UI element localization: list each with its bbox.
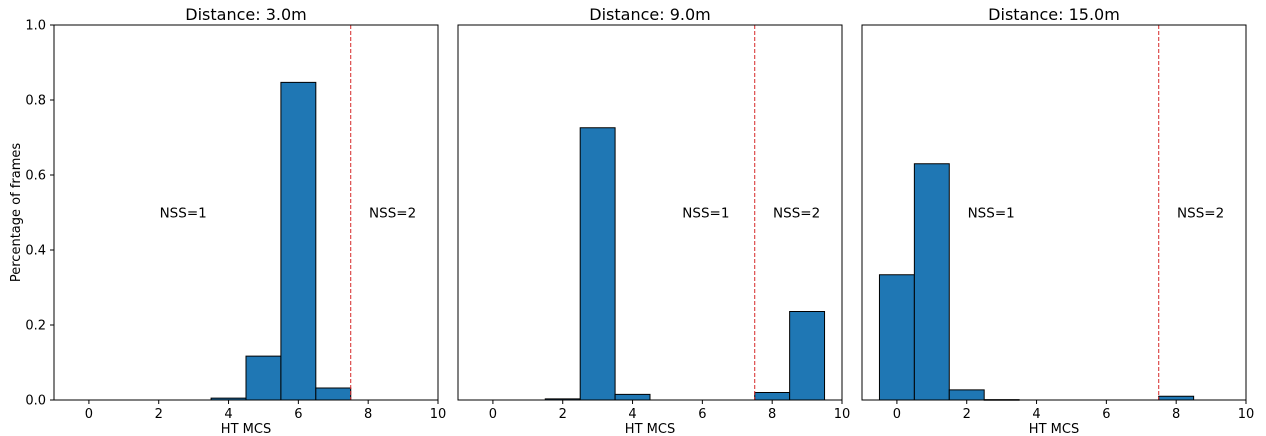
x-tick-label: 2	[559, 407, 567, 422]
y-tick-label: 0.2	[25, 319, 46, 334]
bar-mcs-0	[878, 274, 915, 401]
y-tick-label: 0.0	[25, 394, 46, 409]
x-tick-label: 10	[430, 407, 447, 422]
x-axis-label: HT MCS	[1029, 422, 1079, 436]
bar-mcs-8	[1158, 395, 1195, 401]
bar-mcs-8	[754, 392, 791, 401]
bar-mcs-1	[913, 163, 950, 401]
x-tick-label: 2	[155, 407, 163, 422]
y-tick-label: 0.8	[25, 94, 46, 109]
axes-frame	[861, 24, 1247, 401]
y-tick-label: 0.4	[25, 244, 46, 259]
bar-mcs-2	[948, 389, 985, 401]
nss-annotation: NSS=2	[773, 206, 820, 222]
x-tick-label: 6	[1102, 407, 1110, 422]
subplot-panels: 0 2 4 6 8 10 0.0 0.2 0.4 0.6 0.8 1.0 Distance: 3.0m H…	[9, 5, 1254, 436]
x-tick-label: 2	[963, 407, 971, 422]
axes-frame	[457, 24, 843, 401]
subplot-1: 0 2 4 6 8 10 0.0 0.2 0.4 0.6 0.8 1.0 Distance: 3.0m H…	[9, 5, 446, 436]
x-tick-label: 8	[1172, 407, 1180, 422]
x-tick-label: 10	[834, 407, 851, 422]
bar-mcs-5	[245, 355, 282, 401]
nss-annotation: NSS=2	[1177, 206, 1224, 222]
axes-frame	[53, 24, 439, 401]
x-tick-label: 0	[85, 407, 93, 422]
subplot-title: Distance: 9.0m	[589, 5, 710, 24]
x-tick-label: 4	[1032, 407, 1040, 422]
nss-annotation: NSS=1	[160, 206, 207, 222]
x-tick-label: 10	[1238, 407, 1255, 422]
x-tick-label: 0	[489, 407, 497, 422]
x-tick-label: 8	[768, 407, 776, 422]
x-tick-label: 0	[893, 407, 901, 422]
x-tick-label: 4	[628, 407, 636, 422]
subplot-3: 0 2 4 6 8 10 Distance: 15.0m HT MCS NSS=1 NSS=2	[861, 5, 1255, 436]
bar-mcs-6	[280, 81, 317, 401]
x-axis-label: HT MCS	[625, 422, 675, 436]
x-tick-label: 8	[364, 407, 372, 422]
bar-mcs-4	[614, 393, 651, 401]
x-axis-label: HT MCS	[221, 422, 271, 436]
y-tick-label: 1.0	[25, 19, 46, 34]
x-tick-label: 6	[294, 407, 302, 422]
bar-mcs-3	[579, 127, 616, 401]
y-tick-label: 0.6	[25, 169, 46, 184]
bar-mcs-7	[315, 387, 352, 401]
bar-mcs-9	[789, 311, 826, 401]
nss-annotation: NSS=1	[968, 206, 1015, 222]
subplot-2: 0 2 4 6 8 10 Distance: 9.0m HT MCS NSS=1 NSS=2	[457, 5, 851, 436]
subplot-title: Distance: 15.0m	[988, 5, 1120, 24]
x-tick-label: 4	[224, 407, 232, 422]
nss-annotation: NSS=1	[682, 206, 729, 222]
nss-annotation: NSS=2	[369, 206, 416, 222]
y-axis-label: Percentage of frames	[9, 143, 24, 282]
x-tick-label: 6	[698, 407, 706, 422]
subplot-title: Distance: 3.0m	[185, 5, 306, 24]
